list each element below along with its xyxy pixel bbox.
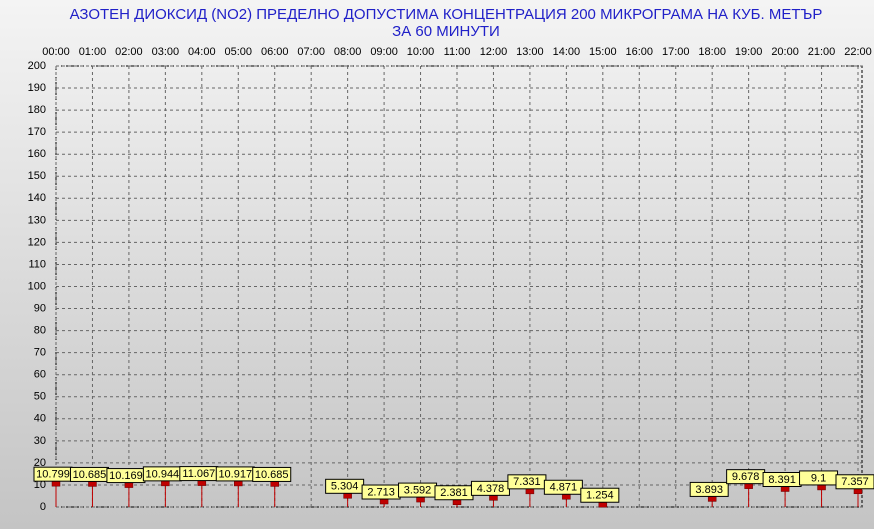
value-label-box — [689, 481, 729, 497]
value-label: 1.254 — [586, 490, 614, 502]
value-label-box — [835, 474, 874, 490]
x-tick-label: 02:00 — [115, 46, 143, 58]
x-tick-label: 10:00 — [407, 46, 435, 58]
x-tick-label: 01:00 — [79, 46, 107, 58]
value-label: 3.592 — [404, 484, 432, 496]
x-tick-label: 11:00 — [444, 46, 471, 58]
x-tick-label: 13:00 — [516, 46, 544, 58]
x-tick-label: 09:00 — [370, 46, 398, 58]
x-tick-label: 19:00 — [735, 46, 763, 58]
x-tick-label: 07:00 — [297, 46, 325, 58]
x-tick-label: 20:00 — [771, 46, 799, 58]
value-label-box — [543, 479, 583, 495]
x-tick-label: 00:00 — [42, 46, 70, 58]
y-tick-label: 120 — [28, 236, 46, 248]
y-tick-label: 150 — [28, 170, 46, 182]
y-tick-label: 20 — [34, 457, 46, 469]
x-tick-label: 17:00 — [662, 46, 690, 58]
value-label: 8.391 — [768, 474, 796, 486]
x-tick-label: 05:00 — [225, 46, 253, 58]
value-label: 9.1 — [811, 472, 826, 484]
value-label: 10.944 — [146, 468, 180, 480]
value-label: 10.169 — [109, 470, 143, 482]
value-label: 7.357 — [841, 476, 869, 488]
value-label-box — [252, 466, 292, 482]
value-label: 5.304 — [331, 481, 359, 493]
x-tick-label: 21:00 — [808, 46, 836, 58]
y-tick-label: 30 — [34, 435, 46, 447]
y-tick-label: 0 — [40, 501, 46, 513]
value-label: 7.331 — [513, 476, 541, 488]
value-label: 4.871 — [550, 482, 578, 494]
y-tick-label: 10 — [34, 479, 46, 491]
chart-title: АЗОТЕН ДИОКСИД (NO2) ПРЕДЕЛНО ДОПУСТИМА … — [70, 6, 823, 23]
value-label: 10.685 — [73, 469, 107, 481]
value-label: 10.799 — [36, 469, 70, 481]
value-label: 2.381 — [440, 487, 468, 499]
x-tick-label: 03:00 — [152, 46, 180, 58]
y-tick-label: 60 — [34, 369, 46, 381]
y-tick-label: 50 — [34, 391, 46, 403]
x-tick-label: 08:00 — [334, 46, 362, 58]
x-tick-label: 18:00 — [698, 46, 726, 58]
value-label: 9.678 — [732, 471, 760, 483]
y-tick-label: 170 — [28, 126, 46, 138]
y-tick-label: 110 — [28, 258, 46, 270]
y-tick-label: 200 — [28, 60, 46, 72]
y-tick-label: 160 — [28, 148, 46, 160]
chart-subtitle: ЗА 60 МИНУТИ — [392, 23, 500, 40]
x-tick-label: 14:00 — [553, 46, 581, 58]
y-tick-label: 100 — [28, 280, 46, 292]
value-label: 10.917 — [218, 468, 252, 480]
x-tick-label: 04:00 — [188, 46, 216, 58]
x-tick-label: 22:00 — [844, 46, 872, 58]
x-tick-label: 15:00 — [589, 46, 617, 58]
value-label: 2.713 — [367, 486, 395, 498]
y-tick-label: 180 — [28, 104, 46, 116]
value-label: 11.067 — [182, 468, 215, 480]
y-tick-label: 140 — [28, 192, 46, 204]
x-tick-label: 06:00 — [261, 46, 289, 58]
y-tick-label: 70 — [34, 347, 46, 359]
value-label: 4.378 — [477, 483, 505, 495]
value-label: 10.685 — [255, 469, 289, 481]
value-label-box — [580, 487, 620, 503]
value-label: 3.893 — [695, 484, 723, 496]
y-tick-label: 40 — [34, 413, 46, 425]
y-tick-label: 80 — [34, 325, 46, 337]
y-tick-label: 190 — [28, 82, 46, 94]
x-tick-label: 12:00 — [480, 46, 508, 58]
y-tick-label: 90 — [34, 302, 46, 314]
x-tick-label: 16:00 — [626, 46, 654, 58]
y-tick-label: 130 — [28, 214, 46, 226]
